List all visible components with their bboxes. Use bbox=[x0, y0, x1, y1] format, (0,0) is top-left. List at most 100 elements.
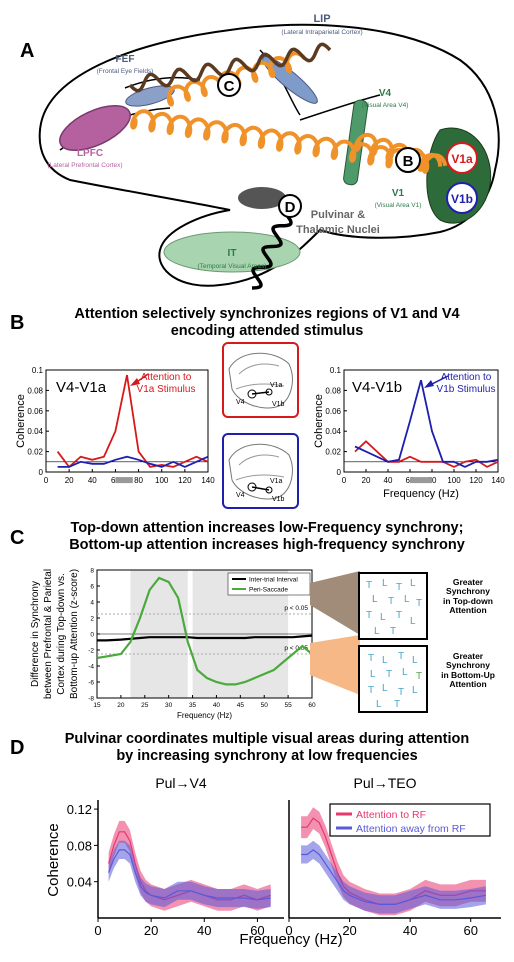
circle-v1a: V1a bbox=[446, 142, 478, 174]
annotation-arrowhead bbox=[130, 378, 140, 386]
y-tick-label: 0.06 bbox=[27, 407, 43, 416]
side-top-3: in Top-down bbox=[443, 595, 493, 606]
annotation-arrowhead bbox=[424, 380, 434, 388]
inset-brain-b: V4 V1a V1b bbox=[228, 443, 293, 503]
legend-box bbox=[329, 803, 491, 837]
x-axis-label: Frequency (Hz) bbox=[239, 931, 342, 948]
x-tick-label: 35 bbox=[189, 702, 197, 709]
y-axis-label-4: Bottom-up Attention (z-score) bbox=[69, 569, 80, 699]
series-line-1 bbox=[108, 849, 271, 901]
x-tick-label: 15 bbox=[93, 702, 101, 709]
x-tick-label: 140 bbox=[491, 476, 505, 485]
panel-b-title: Attention selectively synchronizes regio… bbox=[30, 306, 504, 339]
letter-l: L bbox=[410, 616, 416, 627]
wave-pulvinar bbox=[251, 203, 293, 290]
svg-text:C: C bbox=[224, 78, 235, 95]
legend-label-1: Peri-Saccade bbox=[249, 587, 288, 594]
x-tick-label: 20 bbox=[117, 702, 125, 709]
y-tick-label: -8 bbox=[88, 696, 94, 703]
panel-d-title-line1: Pulvinar coordinates multiple visual are… bbox=[64, 731, 470, 747]
legend-label-1: Attention away from RF bbox=[356, 823, 466, 835]
svg-text:V1b: V1b bbox=[272, 401, 285, 408]
x-tick-label: 40 bbox=[384, 476, 393, 485]
y-axis-label-3: Cortex during Top-down vs. bbox=[56, 573, 67, 695]
annotation-line2: V1a Stimulus bbox=[137, 384, 196, 395]
series-line-0 bbox=[354, 440, 499, 468]
brain-diagram: C B D V1a V1b LIP (Lateral Intraparietal… bbox=[38, 13, 500, 290]
inset-attend-v1a: V4 V1a V1b bbox=[222, 342, 299, 418]
sig-label-lower: p < 0.05 bbox=[284, 645, 308, 652]
x-tick-label: 30 bbox=[165, 702, 173, 709]
x-tick-label: 120 bbox=[178, 476, 192, 485]
ci-band-1 bbox=[301, 840, 486, 914]
x-tick-label: 0 bbox=[94, 923, 101, 938]
x-tick-label: 60 bbox=[463, 923, 477, 938]
sig-label-upper: p < 0.05 bbox=[284, 605, 308, 612]
side-bottom-3: in Bottom-Up bbox=[441, 669, 495, 680]
side-text-top: Greater Synchrony in Top-down Attention bbox=[428, 577, 508, 616]
x-tick-label: 60 bbox=[250, 923, 264, 938]
panel-d-title-line2: by increasing synchrony at low frequenci… bbox=[116, 747, 418, 764]
y-tick-label: 8 bbox=[90, 568, 94, 575]
pulvinar-label: Pulvinar & bbox=[311, 209, 365, 221]
wave-v4-v1 bbox=[353, 132, 443, 172]
side-bottom-2: Synchrony bbox=[446, 660, 490, 671]
y-tick-label: -4 bbox=[88, 664, 94, 671]
lip-region bbox=[262, 56, 318, 104]
y-tick-label: 0.02 bbox=[27, 448, 43, 457]
it-label: IT bbox=[228, 248, 237, 259]
y-tick-label: 0 bbox=[39, 468, 44, 477]
letter-t: T bbox=[396, 610, 402, 621]
letter-l: L bbox=[372, 594, 378, 605]
y-tick-label: 0.1 bbox=[330, 366, 342, 375]
x-tick-label: 140 bbox=[201, 476, 215, 485]
series-line-1 bbox=[57, 455, 209, 468]
connector-top bbox=[310, 571, 360, 635]
fef-label: FEF bbox=[116, 54, 135, 65]
lpfc-label: LPFC bbox=[77, 148, 103, 159]
letter-t: T bbox=[390, 626, 396, 637]
y-axis-label-1: Difference in Synchrony bbox=[30, 581, 41, 687]
letter-t: T bbox=[394, 699, 400, 710]
x-tick-label: 20 bbox=[362, 476, 371, 485]
letter-l: L bbox=[382, 683, 388, 694]
x-tick-label: 20 bbox=[144, 923, 158, 938]
y-tick-label: -2 bbox=[88, 648, 94, 655]
annotation-line1: Attention to bbox=[141, 372, 192, 383]
svg-text:B: B bbox=[403, 153, 414, 170]
lpfc-full-label: (Lateral Prefrontal Cortex) bbox=[47, 162, 122, 169]
circle-d: D bbox=[278, 194, 302, 218]
circle-v1b: V1b bbox=[446, 182, 478, 214]
x-axis-label: Frequency (Hz) bbox=[177, 711, 232, 720]
lip-full-label: (Lateral Intraparietal Cortex) bbox=[281, 29, 362, 36]
stimulus-bar bbox=[410, 477, 432, 484]
plot-frame bbox=[45, 369, 209, 473]
side-top-4: Attention bbox=[449, 605, 487, 616]
x-tick-label: 20 bbox=[65, 476, 74, 485]
svg-text:V4: V4 bbox=[236, 492, 245, 499]
y-tick-label: 0 bbox=[337, 468, 342, 477]
x-tick-label: 100 bbox=[155, 476, 169, 485]
it-region bbox=[163, 231, 301, 273]
wave-fef-lip-brown bbox=[128, 42, 332, 93]
letter-t: T bbox=[366, 580, 372, 591]
svg-text:V1b: V1b bbox=[451, 192, 473, 206]
x-tick-label: 0 bbox=[44, 476, 49, 485]
x-tick-label: 0 bbox=[285, 923, 292, 938]
series-line-1 bbox=[354, 379, 499, 468]
x-tick-label: 40 bbox=[197, 923, 211, 938]
plot-frame bbox=[343, 369, 499, 473]
letter-l: L bbox=[382, 655, 388, 666]
y-tick-label: 0.04 bbox=[27, 427, 43, 436]
letter-l: L bbox=[410, 578, 416, 589]
letter-l: L bbox=[382, 578, 388, 589]
series-line-1 bbox=[301, 849, 487, 905]
lpfc-region bbox=[59, 104, 131, 152]
y-axis-label: Coherence bbox=[15, 394, 27, 448]
letter-t: T bbox=[396, 582, 402, 593]
connector-bottom bbox=[310, 635, 360, 695]
v1-label: V1 bbox=[392, 188, 405, 199]
side-top-1: Greater bbox=[452, 577, 484, 587]
